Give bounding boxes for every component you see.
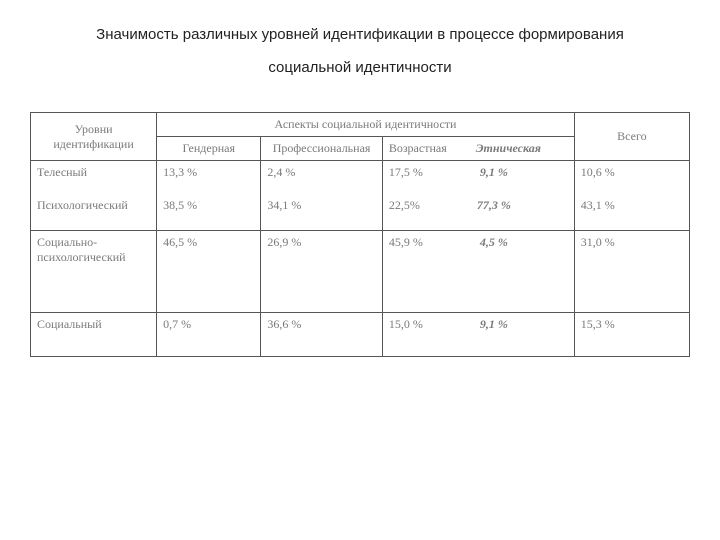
gender-b: 38,5 %	[163, 198, 254, 213]
col-header-age-ethnic: Возрастная Этническая	[382, 137, 574, 161]
col-header-professional: Профессиональная	[261, 137, 382, 161]
col-header-total: Всего	[574, 113, 689, 161]
col-header-ethnic: Этническая	[450, 141, 541, 155]
level-a: Телесный	[37, 165, 150, 180]
cell-prof: 26,9 %	[261, 231, 382, 313]
total-b: 43,1 %	[581, 198, 683, 213]
cell-gender: 0,7 %	[157, 313, 261, 357]
eth-a: 9,1 %	[426, 317, 508, 332]
table-row: Социально-психологический 46,5 % 26,9 % …	[31, 231, 690, 313]
col-header-age: Возрастная	[389, 141, 447, 156]
col-header-gender: Гендерная	[157, 137, 261, 161]
cell-total: 31,0 %	[574, 231, 689, 313]
page-title: Значимость различных уровней идентификац…	[30, 18, 690, 84]
prof-a: 2,4 %	[267, 165, 375, 180]
data-table: Уровни идентификации Аспекты социальной …	[30, 112, 690, 357]
level-b: Психологический	[37, 198, 150, 213]
cell-prof: 36,6 %	[261, 313, 382, 357]
age-a: 17,5 %	[389, 165, 423, 179]
cell-total: 15,3 %	[574, 313, 689, 357]
age-a: 45,9 %	[389, 235, 423, 249]
table-row: Социальный 0,7 % 36,6 % 15,0 % 9,1 % 15,…	[31, 313, 690, 357]
cell-level: Телесный Психологический	[31, 161, 157, 231]
title-line-2: социальной идентичности	[268, 59, 451, 76]
age-b: 22,5%	[389, 198, 420, 212]
table-header-row-1: Уровни идентификации Аспекты социальной …	[31, 113, 690, 137]
cell-gender: 46,5 %	[157, 231, 261, 313]
age-a: 15,0 %	[389, 317, 423, 331]
prof-b: 34,1 %	[267, 198, 375, 213]
title-line-1: Значимость различных уровней идентификац…	[96, 26, 624, 43]
gender-a: 13,3 %	[163, 165, 254, 180]
col-header-aspects-group: Аспекты социальной идентичности	[157, 113, 575, 137]
eth-b: 77,3 %	[423, 198, 511, 213]
cell-level: Социальный	[31, 313, 157, 357]
eth-a: 4,5 %	[426, 235, 508, 250]
cell-age-eth: 17,5 % 9,1 % 22,5% 77,3 %	[382, 161, 574, 231]
cell-age-eth: 15,0 % 9,1 %	[382, 313, 574, 357]
cell-level: Социально-психологический	[31, 231, 157, 313]
eth-a: 9,1 %	[426, 165, 508, 180]
cell-total: 10,6 % 43,1 %	[574, 161, 689, 231]
cell-age-eth: 45,9 % 4,5 %	[382, 231, 574, 313]
cell-prof: 2,4 % 34,1 %	[261, 161, 382, 231]
table-row: Телесный Психологический 13,3 % 38,5 % 2…	[31, 161, 690, 231]
col-header-levels: Уровни идентификации	[31, 113, 157, 161]
total-a: 10,6 %	[581, 165, 683, 180]
cell-gender: 13,3 % 38,5 %	[157, 161, 261, 231]
